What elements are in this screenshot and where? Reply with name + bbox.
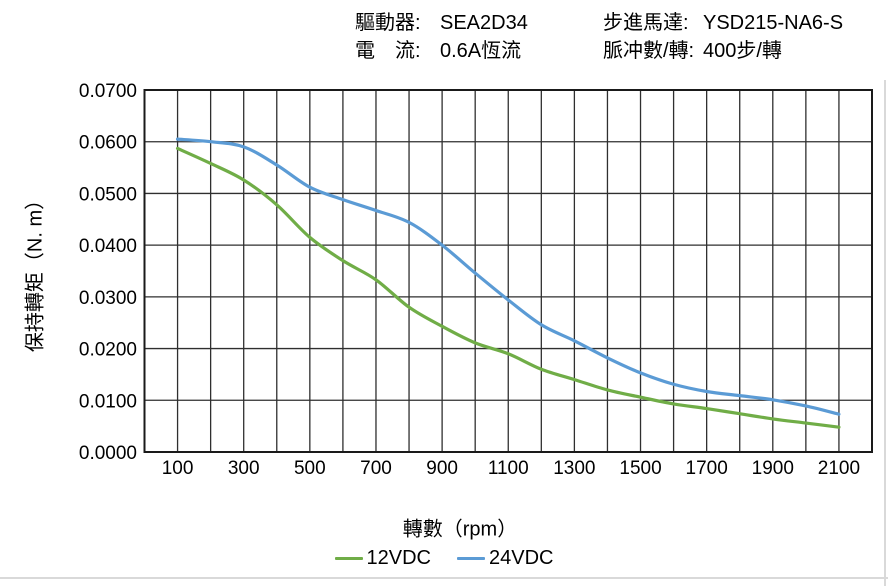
spec-current: 電 流: 0.6A恆流 xyxy=(355,38,521,64)
spec-driver: 驅動器: SEA2D34 xyxy=(355,10,528,36)
curve-12vdc xyxy=(175,146,841,429)
page-divider-bottom xyxy=(0,577,888,579)
y-tick-label: 0.0700 xyxy=(79,81,137,102)
spec-steps-value: 400步/轉 xyxy=(703,40,782,62)
spec-driver-value: SEA2D34 xyxy=(440,12,528,34)
legend-label-24vdc: 24VDC xyxy=(489,547,554,569)
legend-swatch-12vdc xyxy=(334,557,363,560)
y-tick-label: 0.0100 xyxy=(79,391,137,412)
x-tick-label: 300 xyxy=(228,458,260,479)
page-divider-right xyxy=(884,80,886,586)
legend-label-12vdc: 12VDC xyxy=(366,547,431,569)
x-tick-label: 900 xyxy=(426,458,458,479)
y-tick-label: 0.0400 xyxy=(79,236,137,257)
plot-frame xyxy=(143,89,873,453)
spec-motor-label: 步進馬達: xyxy=(603,12,689,34)
y-tick-label: 0.0200 xyxy=(79,340,137,361)
x-tick-label: 500 xyxy=(294,458,326,479)
y-tick-label: 0.0500 xyxy=(79,184,137,205)
x-tick-label: 1700 xyxy=(686,458,728,479)
legend-item-24vdc: 24VDC xyxy=(457,547,553,570)
x-axis-title: 轉數（rpm） xyxy=(402,518,518,541)
spec-motor: 步進馬達: YSD215-NA6-S xyxy=(603,10,843,36)
x-tick-label: 1500 xyxy=(619,458,661,479)
spec-steps: 脈冲數/轉: 400步/轉 xyxy=(603,38,782,64)
x-tick-label: 100 xyxy=(162,458,194,479)
curve-24vdc xyxy=(175,137,841,416)
legend-swatch-24vdc xyxy=(457,557,485,560)
x-tick-label: 700 xyxy=(360,458,392,479)
y-tick-label: 0.0300 xyxy=(79,288,137,309)
y-axis-title: 保持轉矩（N. m） xyxy=(24,189,47,353)
spec-steps-label: 脈冲數/轉: xyxy=(603,40,695,62)
spec-current-label: 電 流: xyxy=(355,40,421,62)
spec-driver-label: 驅動器: xyxy=(355,12,421,34)
y-tick-label: 0.0600 xyxy=(79,133,137,154)
chart-legend: 12VDC 24VDC xyxy=(0,547,888,570)
x-tick-label: 1100 xyxy=(488,458,529,479)
spec-current-value: 0.6A恆流 xyxy=(440,40,522,62)
legend-item-12vdc: 12VDC xyxy=(334,547,431,570)
x-tick-label: 2100 xyxy=(818,458,860,479)
y-tick-label: 0.0000 xyxy=(79,443,137,464)
spec-motor-value: YSD215-NA6-S xyxy=(703,12,844,34)
x-tick-label: 1900 xyxy=(752,458,794,479)
x-tick-label: 1300 xyxy=(553,458,595,479)
